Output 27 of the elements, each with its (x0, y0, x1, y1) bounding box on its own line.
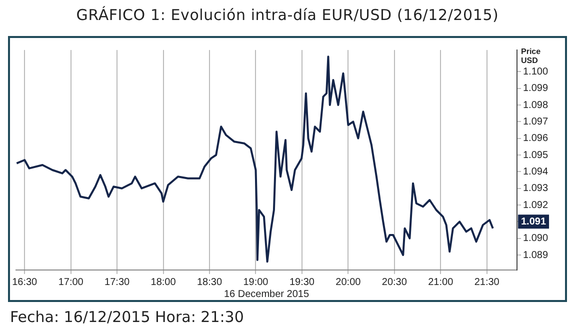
y-tick-label: 1.099 (523, 83, 548, 94)
y-tick-label: 1.090 (523, 233, 548, 244)
y-tick-label: 1.100 (523, 66, 548, 78)
x-tick-label: 16:30 (12, 276, 38, 288)
y-tick-label: 1.094 (523, 166, 548, 178)
x-tick-label: 17:30 (104, 276, 130, 288)
y-tick-label: 1.096 (523, 133, 548, 144)
annotation: 1.091 (521, 216, 546, 228)
x-tick-label: 21:30 (474, 276, 500, 288)
x-axis-title: 16 December 2015 (224, 288, 310, 300)
x-tick-label: 17:00 (58, 276, 84, 288)
chart-title: GRÁFICO 1: Evolución intra-día EUR/USD (16/12/2015) (75, 6, 500, 24)
y-tick-label: 1.098 (523, 100, 548, 111)
y-axis-title: Price USD (521, 47, 542, 66)
y-tick-label: 1.095 (523, 150, 548, 161)
x-tick-label: 21:00 (428, 276, 454, 288)
x-tick-label: 18:30 (197, 276, 222, 288)
x-tick-label: 19:30 (289, 276, 315, 288)
y-tick-label: 1.097 (523, 116, 548, 128)
x-tick-label: 20:00 (336, 276, 362, 288)
y-tick-label: 1.092 (523, 200, 548, 211)
y-tick-label: 1.093 (523, 183, 548, 194)
x-tick-label: 20:30 (382, 276, 408, 288)
y-tick-label: 1.089 (523, 250, 548, 261)
x-tick-label: 18:00 (150, 276, 176, 288)
text: Fecha: 16/12/2015 Hora: 21:30 (10, 308, 244, 326)
x-tick-label: 19:00 (243, 276, 269, 288)
